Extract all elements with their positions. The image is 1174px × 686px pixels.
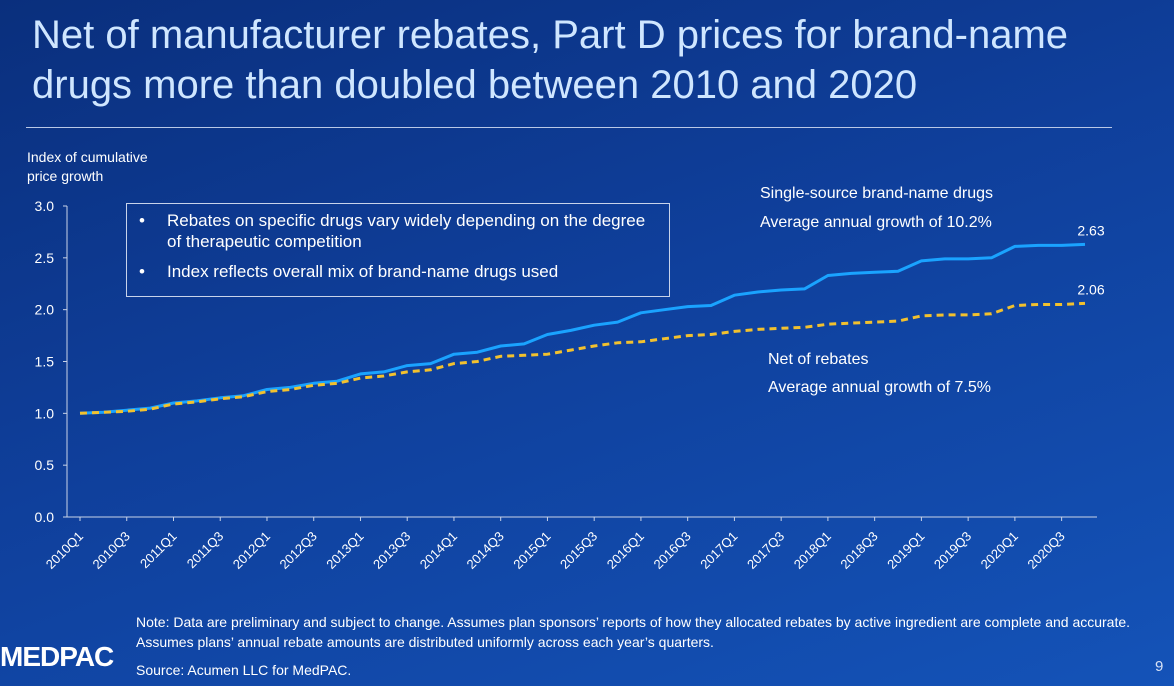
x-tick-label: 2010Q3 bbox=[90, 529, 133, 572]
x-tick-label: 2015Q3 bbox=[557, 529, 600, 572]
single-source-label: Single-source brand-name drugs bbox=[760, 185, 994, 202]
x-tick-label: 2019Q3 bbox=[931, 529, 974, 572]
x-tick-label: 2011Q3 bbox=[184, 529, 227, 572]
y-tick-label: 2.0 bbox=[35, 302, 55, 318]
x-tick-label: 2020Q1 bbox=[978, 529, 1021, 572]
y-tick-label: 1.0 bbox=[35, 405, 55, 421]
page-title: Net of manufacturer rebates, Part D pric… bbox=[32, 13, 1069, 107]
callout-bullet: Rebates on specific drugs vary widely de… bbox=[139, 210, 657, 252]
callout-bullet: Index reflects overall mix of brand-name… bbox=[139, 261, 657, 282]
x-tick-label: 2014Q3 bbox=[463, 529, 506, 572]
single-source-end-label: 2.63 bbox=[1077, 222, 1104, 238]
x-tick-label: 2018Q3 bbox=[837, 529, 880, 572]
x-tick-label: 2013Q3 bbox=[370, 529, 413, 572]
title-divider bbox=[26, 127, 1112, 128]
x-tick-label: 2012Q1 bbox=[230, 529, 273, 572]
y-tick-label: 0.5 bbox=[35, 457, 55, 473]
x-tick-label: 2013Q1 bbox=[323, 529, 366, 572]
x-tick-label: 2017Q1 bbox=[697, 529, 740, 572]
y-tick-label: 3.0 bbox=[35, 198, 55, 214]
y-tick-label: 2.5 bbox=[35, 250, 55, 266]
y-tick-label: 0.0 bbox=[35, 509, 55, 525]
medpac-logo: MEDPAC bbox=[0, 641, 114, 672]
x-tick-label: 2014Q1 bbox=[417, 529, 460, 572]
x-tick-label: 2019Q1 bbox=[884, 529, 927, 572]
footnote: Note: Data are preliminary and subject t… bbox=[136, 614, 1131, 650]
x-tick-label: 2017Q3 bbox=[744, 529, 787, 572]
y-axis-label-line2: price growth bbox=[27, 168, 104, 184]
callout-box: Rebates on specific drugs vary widely de… bbox=[126, 203, 670, 297]
x-tick-label: 2010Q1 bbox=[43, 529, 86, 572]
x-tick-label: 2012Q3 bbox=[277, 529, 320, 572]
x-tick-label: 2016Q1 bbox=[604, 529, 647, 572]
single-source-growth-label: Average annual growth of 10.2% bbox=[760, 214, 992, 231]
net-of-rebates-label: Net of rebates bbox=[768, 351, 869, 368]
x-tick-label: 2011Q1 bbox=[137, 529, 180, 572]
x-tick-label: 2016Q3 bbox=[650, 529, 693, 572]
x-tick-label: 2015Q1 bbox=[510, 529, 553, 572]
net-of-rebates-series-line bbox=[79, 301, 1086, 415]
y-axis-label: Index of cumulative price growth bbox=[27, 148, 187, 186]
page-number: 9 bbox=[1155, 658, 1164, 675]
net-of-rebates-end-label: 2.06 bbox=[1077, 281, 1104, 297]
x-tick-label: 2020Q3 bbox=[1024, 529, 1067, 572]
source-note: Source: Acumen LLC for MedPAC. bbox=[136, 662, 352, 678]
x-tick-label: 2018Q1 bbox=[791, 529, 834, 572]
y-tick-label: 1.5 bbox=[35, 354, 55, 370]
y-axis-label-line1: Index of cumulative bbox=[27, 149, 148, 165]
net-growth-label: Average annual growth of 7.5% bbox=[768, 379, 991, 396]
